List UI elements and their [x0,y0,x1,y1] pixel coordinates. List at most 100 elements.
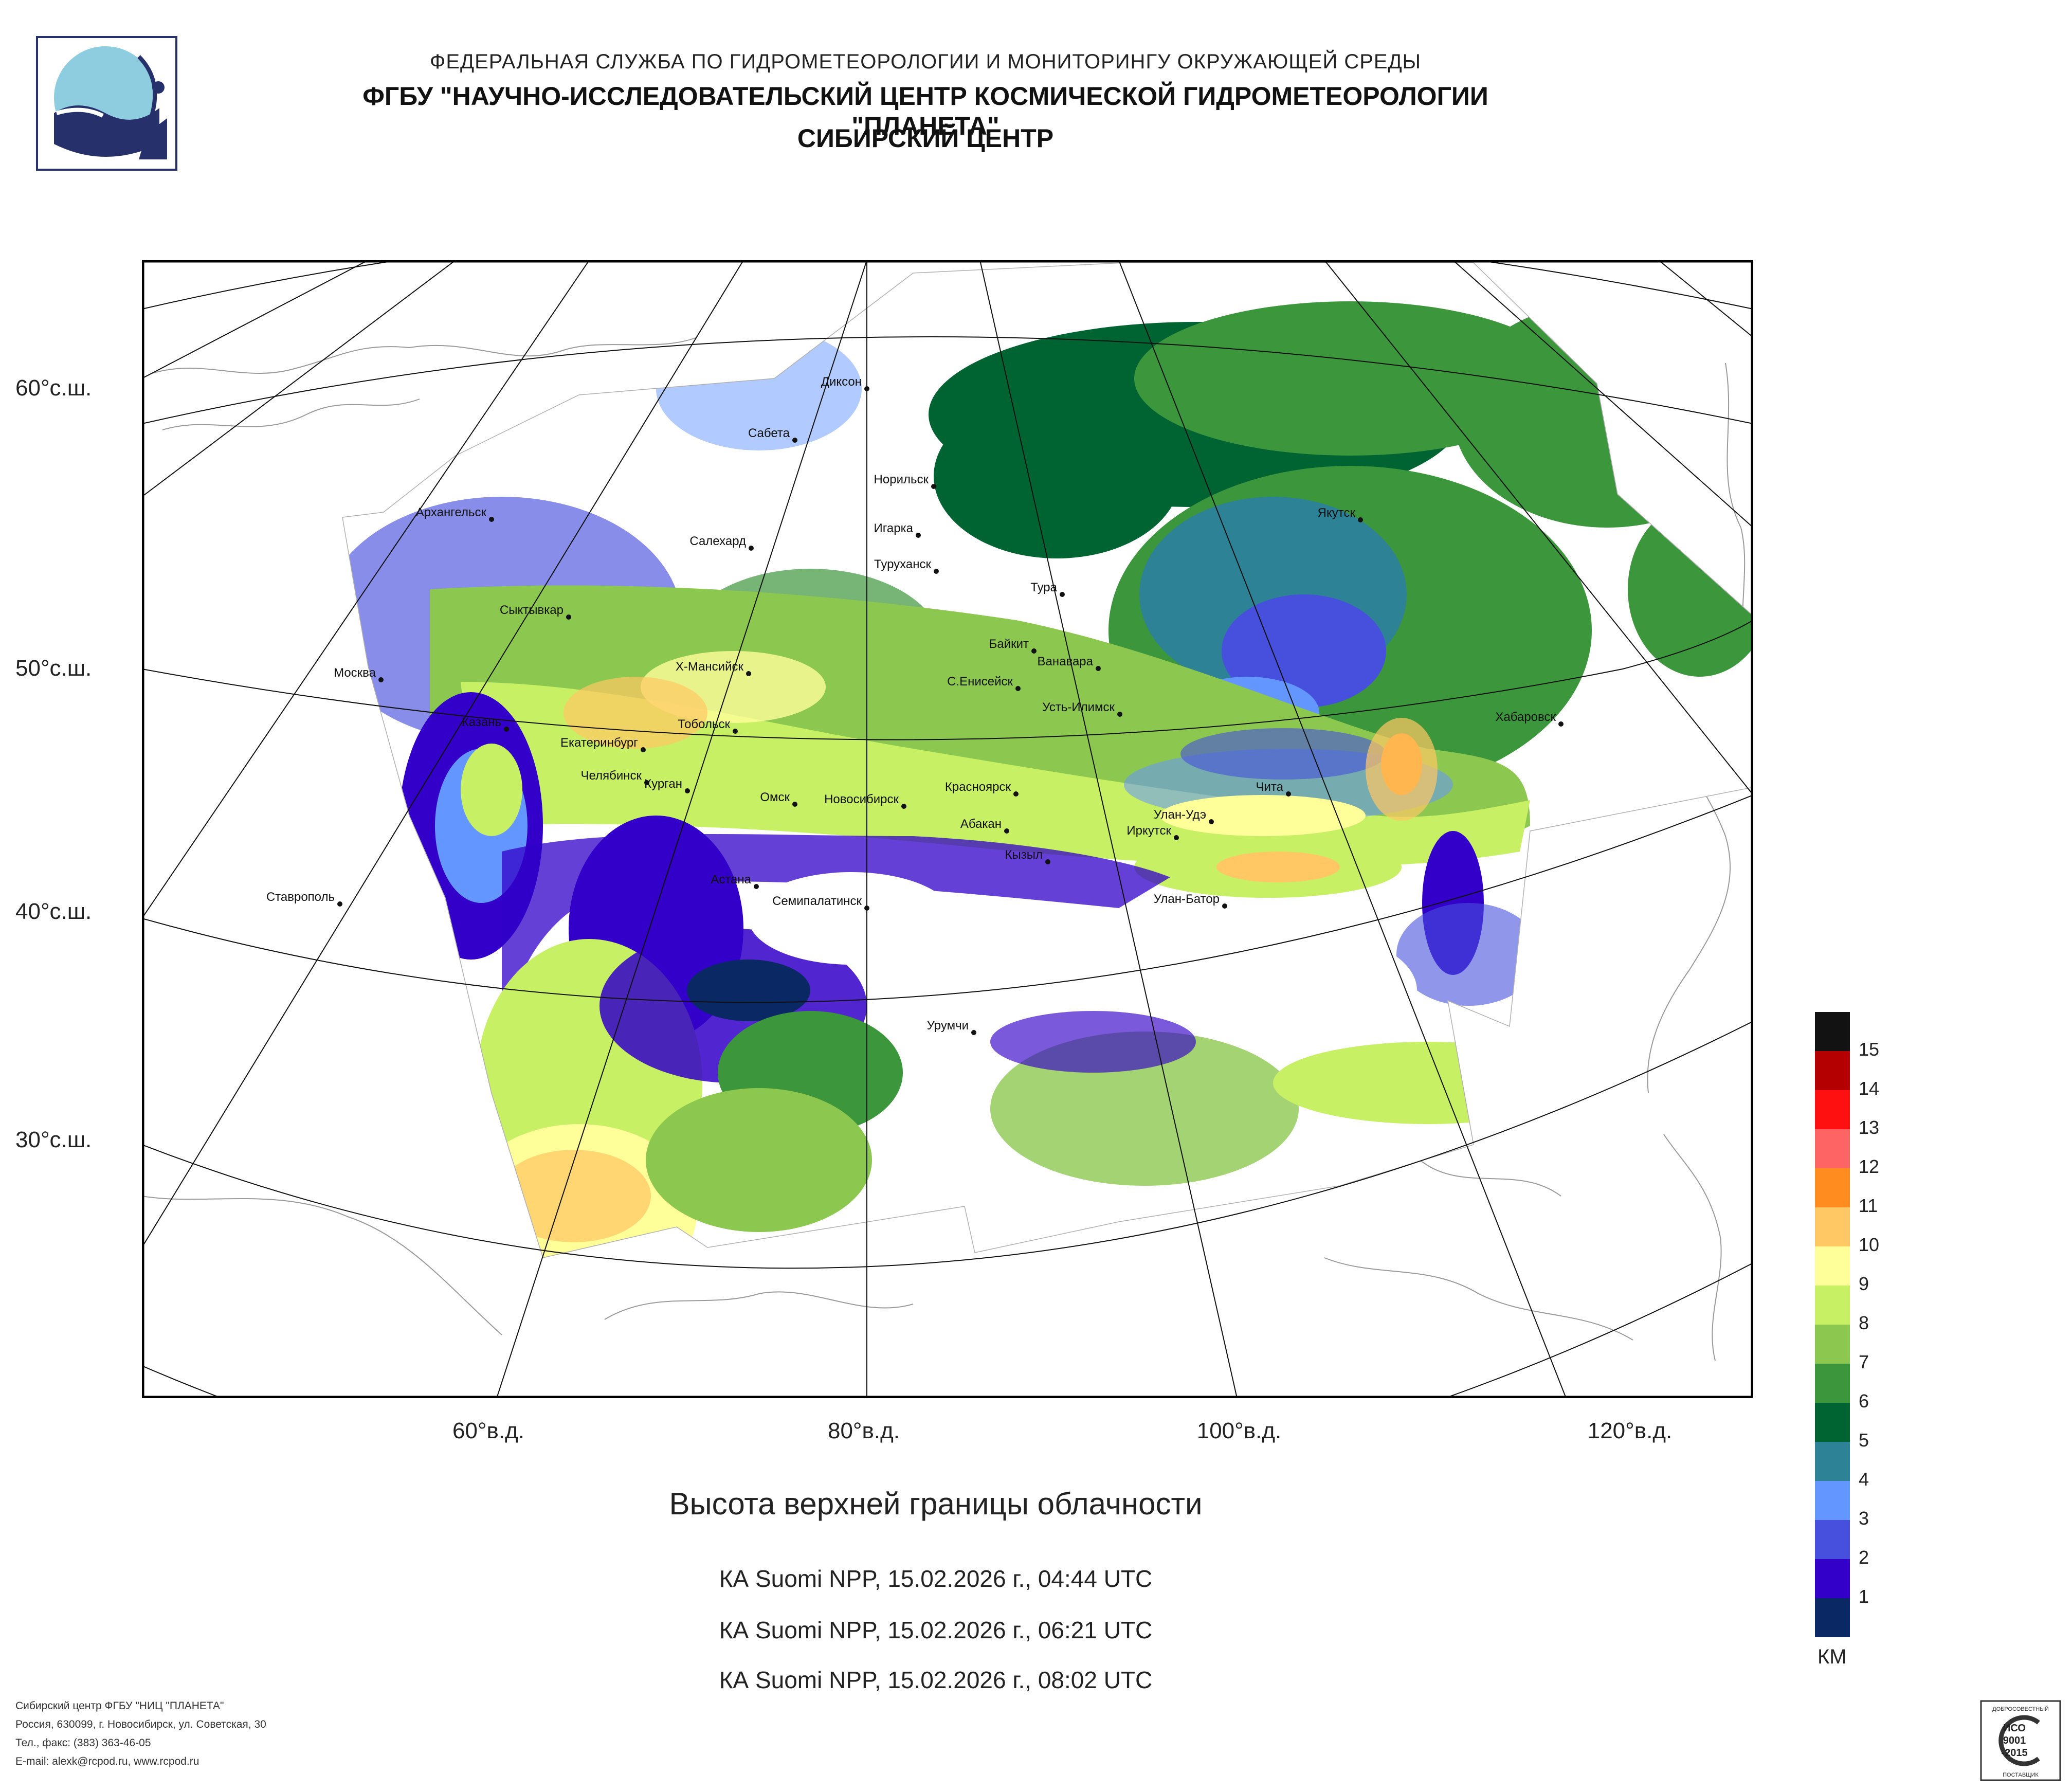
city-dot [337,901,342,907]
city-label: Семипалатинск [772,894,862,908]
city-dot [1222,903,1227,909]
city-dot [1031,648,1037,654]
city-dot [504,727,509,732]
city-dot [1286,791,1291,797]
pass-time-3: КА Suomi NPP, 15.02.2026 г., 08:02 UTC [719,1667,1153,1693]
city-dot [864,906,869,911]
iso-year: -2015 [2001,1747,2027,1759]
planeta-logo [36,36,177,171]
city-dot [1209,819,1214,824]
city-dot [746,671,751,676]
city-dot [754,884,759,889]
legend-label: 12 [1859,1156,1880,1177]
city-dot [1174,835,1179,840]
footer-email[interactable]: E-mail: alexk@rcpod.ru, www.rcpod.ru [15,1756,199,1767]
city-dot [792,802,797,807]
legend-unit: КМ [1817,1645,1847,1668]
city-label: Сыктывкар [500,603,564,617]
city-label: Урумчи [927,1019,969,1033]
city-dot [685,788,690,793]
legend-label: 11 [1859,1195,1878,1216]
city-dot [934,569,939,574]
city-dot [931,484,936,489]
city-label: Омск [760,790,790,804]
city-label: Ставрополь [266,890,335,904]
header-center: СИБИРСКИЙ ЦЕНТР [797,124,1054,153]
city-label: Диксон [821,375,862,389]
city-label: Москва [334,666,376,680]
legend-swatch [1815,1207,1850,1246]
footer-phone: Тел., факс: (383) 363-46-05 [15,1737,151,1749]
iso-top-text: ДОБРОСОВЕСТНЫЙ [1992,1706,2049,1712]
iso-text: ИСО [2003,1723,2026,1734]
city-label: Игарка [874,521,913,535]
city-label: Абакан [960,817,1002,831]
pass-time-2: КА Suomi NPP, 15.02.2026 г., 06:21 UTC [719,1617,1153,1643]
city-label: Туруханск [874,557,931,571]
legend-label: 15 [1859,1039,1880,1060]
city-dot [1004,828,1009,834]
city-label: Сабета [748,426,790,440]
city-dot [916,533,921,538]
legend-label: 3 [1859,1508,1869,1529]
city-label: Усть-Илимск [1042,700,1115,714]
city-label: Тобольск [678,717,730,731]
legend-swatch [1815,1286,1850,1325]
lon-label-120: 120°в.д. [1587,1418,1673,1443]
legend-label: 9 [1859,1273,1869,1294]
legend-label: 13 [1859,1117,1880,1138]
city-dot [1013,791,1019,797]
legend-label: 1 [1859,1586,1869,1607]
city-label: Новосибирск [824,792,899,806]
city-dot [749,546,754,551]
legend-label: 2 [1859,1547,1869,1568]
header-institute: ФГБУ "НАУЧНО-ИССЛЕДОВАТЕЛЬСКИЙ ЦЕНТР КОС… [362,82,1488,140]
city-dot [792,438,797,443]
legend-swatch [1815,1598,1850,1637]
city-label: Хабаровск [1495,710,1556,724]
city-dot [378,677,384,682]
city-dot [641,747,646,752]
legend-label: 7 [1859,1351,1869,1372]
footer-address: Россия, 630099, г. Новосибирск, ул. Сове… [15,1718,266,1730]
legend-swatch [1815,1012,1850,1051]
city-dot [1045,859,1050,864]
map-title: Высота верхней границы облачности [669,1487,1203,1521]
lon-label-80: 80°в.д. [827,1418,900,1443]
city-dot [971,1030,976,1035]
city-label: Архангельск [416,505,487,519]
city-label: Челябинск [581,769,642,783]
legend-swatch [1815,1168,1850,1207]
city-dot [1558,721,1564,727]
city-dot [1015,686,1021,691]
legend-label: 10 [1859,1234,1880,1255]
legend-swatch [1815,1246,1850,1286]
legend-label: 5 [1859,1430,1869,1451]
city-label: Тура [1030,581,1057,594]
lat-label-60: 60°с.ш. [15,375,92,401]
legend-label: 6 [1859,1390,1869,1412]
city-label: Ванавара [1038,655,1094,668]
legend-swatch [1815,1442,1850,1481]
legend-swatch [1815,1481,1850,1520]
city-dot [566,614,571,620]
city-label: Х-Мансийск [676,660,744,674]
legend-swatch [1815,1090,1850,1129]
city-label: Екатеринбург [560,736,638,750]
iso-number: 9001 [2003,1735,2026,1746]
cloud-top-height-map: Диксон Сабета Норильск Игарка Туруханск Архан… [141,260,1754,1399]
legend-swatch [1815,1325,1850,1364]
city-dot [733,729,738,734]
legend-swatch [1815,1403,1850,1442]
city-dot [644,780,649,785]
city-dot [1060,592,1065,597]
city-label: С.Енисейск [947,675,1013,689]
city-label: Красноярск [945,780,1011,794]
legend-label: 4 [1859,1469,1869,1490]
lon-label-60: 60°в.д. [452,1418,525,1443]
legend-swatch [1815,1051,1850,1090]
header-agency: ФЕДЕРАЛЬНАЯ СЛУЖБА ПО ГИДРОМЕТЕОРОЛОГИИ … [429,50,1422,73]
iso-bottom-text: ПОСТАВЩИК [2003,1772,2039,1778]
city-label: Астана [711,873,751,887]
iso-certification-badge: ДОБРОСОВЕСТНЫЙ ИСО 9001 -2015 ПОСТАВЩИК [1979,1699,2062,1782]
